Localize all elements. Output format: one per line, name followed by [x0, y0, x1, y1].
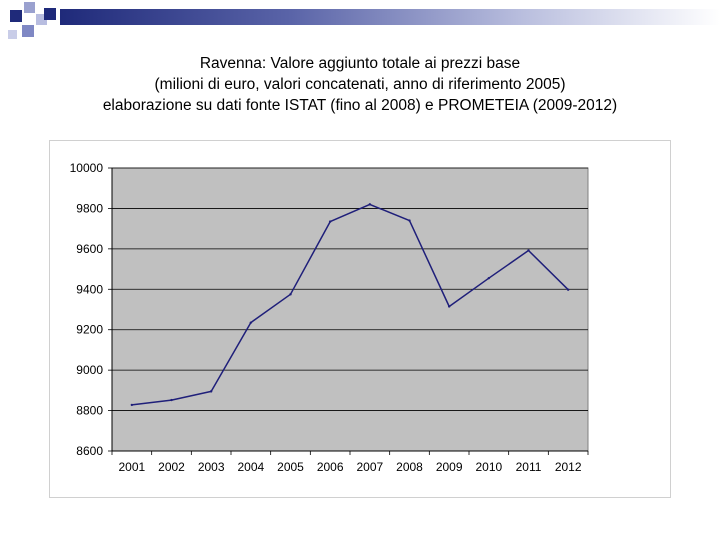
- deco-square-dark-1: [10, 10, 22, 22]
- deco-square-light-1: [24, 2, 35, 13]
- x-tick-label: 2005: [277, 460, 304, 474]
- chart-frame: 8600 8800 9000 9200 9400 9600 9800 10000 2001 200…: [49, 140, 671, 498]
- data-point: [130, 403, 134, 407]
- y-tick-label: 9000: [76, 363, 103, 377]
- series-line-0: [131, 203, 569, 406]
- y-tick-label: 9600: [76, 242, 103, 256]
- x-tick-label: 2010: [475, 460, 502, 474]
- title-line-1: Ravenna: Valore aggiunto totale ai prezz…: [199, 55, 521, 72]
- data-point: [527, 249, 530, 252]
- y-tick-label: 8800: [76, 404, 103, 418]
- line-chart: 8600 8800 9000 9200 9400 9600 9800 10000 2001 200…: [70, 161, 589, 474]
- x-tick-label: 2011: [516, 460, 542, 474]
- data-point: [408, 219, 411, 222]
- y-tick-label: 8600: [76, 444, 103, 458]
- deco-square-light-2: [36, 14, 47, 25]
- data-point: [566, 288, 570, 291]
- plot-area: [111, 167, 589, 452]
- data-point: [289, 293, 292, 296]
- deco-square-light-4: [8, 30, 17, 39]
- y-tick-label: 10000: [70, 161, 104, 175]
- x-tick-label: 2003: [198, 460, 225, 474]
- data-point: [487, 276, 491, 280]
- y-tick-label: 9400: [76, 282, 103, 296]
- deco-square-dark-2: [44, 8, 56, 20]
- data-point: [170, 398, 173, 402]
- x-tick-label: 2012: [555, 460, 582, 474]
- x-tick-label: 2001: [118, 460, 145, 474]
- header-decoration: [0, 0, 720, 45]
- x-tick-label: 2008: [396, 460, 423, 474]
- x-tick-label: 2002: [158, 460, 185, 474]
- x-tick-label: 2007: [356, 460, 383, 474]
- data-point: [368, 203, 372, 206]
- y-tick-label: 9800: [76, 201, 103, 215]
- header-gradient-bar: [60, 9, 720, 25]
- data-point: [209, 390, 213, 393]
- data-point: [249, 321, 253, 324]
- x-tick-label: 2004: [237, 460, 264, 474]
- x-tick-label: 2006: [317, 460, 344, 474]
- title-line-2: (milioni di euro, valori concatenati, an…: [154, 76, 566, 93]
- data-point: [328, 220, 332, 223]
- deco-square-light-3: [22, 25, 34, 37]
- title-line-3: elaborazione su dati fonte ISTAT (fino a…: [102, 97, 618, 114]
- y-tick-label: 9200: [76, 323, 103, 337]
- x-tick-label: 2009: [436, 460, 463, 474]
- slide-title: Ravenna: Valore aggiunto totale ai prezz…: [0, 53, 720, 116]
- data-point: [447, 305, 451, 308]
